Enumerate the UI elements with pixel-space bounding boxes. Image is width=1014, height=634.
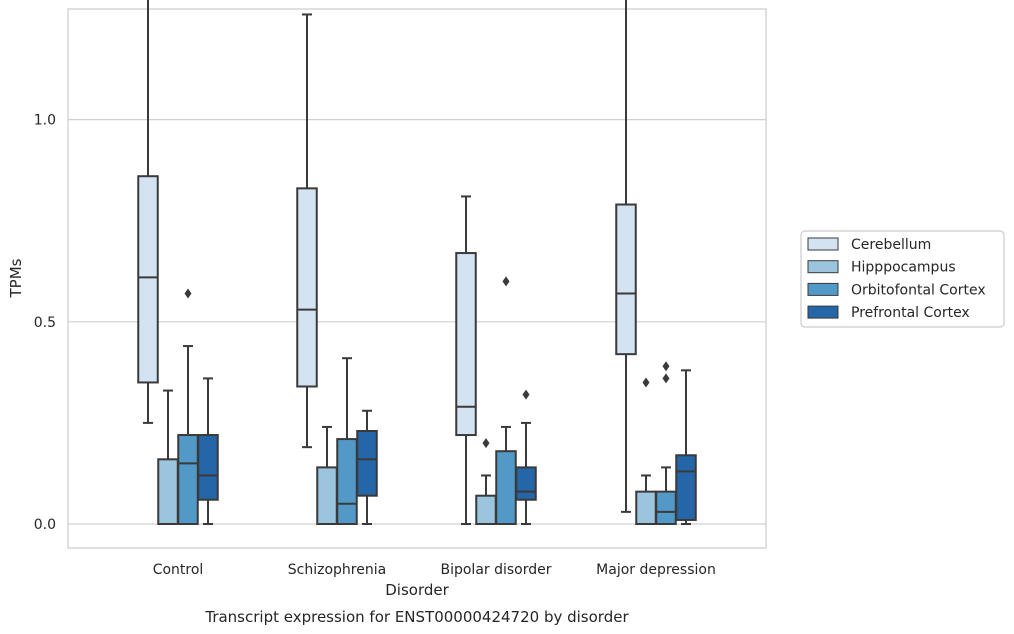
legend-swatch xyxy=(807,305,839,319)
box-body xyxy=(455,252,477,437)
box-body xyxy=(197,434,219,501)
box-body xyxy=(475,494,497,525)
legend: Cerebellum Hipppocampus Orbitofontal Corte… xyxy=(800,230,1005,328)
legend-label: Cerebellum xyxy=(851,237,931,253)
boxes xyxy=(137,0,697,526)
box-body xyxy=(137,175,159,384)
x-tick-label: Control xyxy=(153,562,204,578)
chart-caption: Transcript expression for ENST0000042472… xyxy=(204,608,629,626)
legend-frame xyxy=(800,230,1005,328)
y-axis-ticks: 0.00.51.01.52.02.5 xyxy=(34,113,56,533)
box-hipppocampus xyxy=(157,389,179,525)
box-body xyxy=(177,434,199,526)
box-body xyxy=(157,458,179,525)
outlier-marker xyxy=(662,361,670,372)
box-prefrontal-cortex xyxy=(675,369,697,525)
y-tick-label: 0.5 xyxy=(34,315,56,331)
box-cerebellum xyxy=(296,13,318,449)
outlier-marker xyxy=(642,377,650,388)
x-axis-ticks: Control Schizophrenia Bipolar disorder Majo… xyxy=(153,562,716,578)
x-tick-label: Schizophrenia xyxy=(288,562,386,578)
outlier-marker xyxy=(662,373,670,384)
box-body xyxy=(316,466,338,526)
box-cerebellum xyxy=(455,195,477,525)
legend-label: Hipppocampus xyxy=(851,260,956,276)
legend-swatch xyxy=(807,237,839,251)
outlier-marker xyxy=(502,276,510,287)
box-hipppocampus xyxy=(635,377,657,526)
box-prefrontal-cortex xyxy=(356,409,378,525)
box-hipppocampus xyxy=(316,425,338,526)
box-body xyxy=(675,454,697,521)
box-body xyxy=(495,450,517,526)
box-orbitofontal-cortex xyxy=(495,276,517,526)
outlier-marker xyxy=(184,288,192,299)
box-hipppocampus xyxy=(475,438,497,525)
box-prefrontal-cortex xyxy=(197,377,219,525)
y-axis-title: TPMs xyxy=(7,258,25,298)
x-tick-label: Bipolar disorder xyxy=(440,562,551,578)
box-body xyxy=(655,490,677,526)
gridlines xyxy=(68,118,766,525)
legend-swatch xyxy=(807,282,839,296)
box-orbitofontal-cortex xyxy=(655,361,677,526)
x-axis-title: Disorder xyxy=(385,581,449,599)
box-orbitofontal-cortex xyxy=(336,357,358,525)
x-tick-label: Major depression xyxy=(596,562,716,578)
legend-label: Orbitofontal Cortex xyxy=(851,282,986,298)
plot-area-frame xyxy=(67,8,767,549)
box-body xyxy=(635,490,657,526)
legend-label: Prefrontal Cortex xyxy=(851,305,970,321)
box-orbitofontal-cortex xyxy=(177,288,199,526)
y-tick-label: 1.0 xyxy=(34,113,56,129)
legend-swatch xyxy=(807,260,839,274)
box-cerebellum xyxy=(137,0,159,424)
box-body xyxy=(515,466,537,501)
y-tick-label: 0.0 xyxy=(34,517,56,533)
box-body xyxy=(615,203,637,356)
box-prefrontal-cortex xyxy=(515,389,537,525)
box-body xyxy=(336,438,358,525)
box-cerebellum xyxy=(615,0,637,513)
box-body xyxy=(296,187,318,388)
box-body xyxy=(356,429,378,497)
outlier-marker xyxy=(522,389,530,400)
outlier-marker xyxy=(482,438,490,449)
